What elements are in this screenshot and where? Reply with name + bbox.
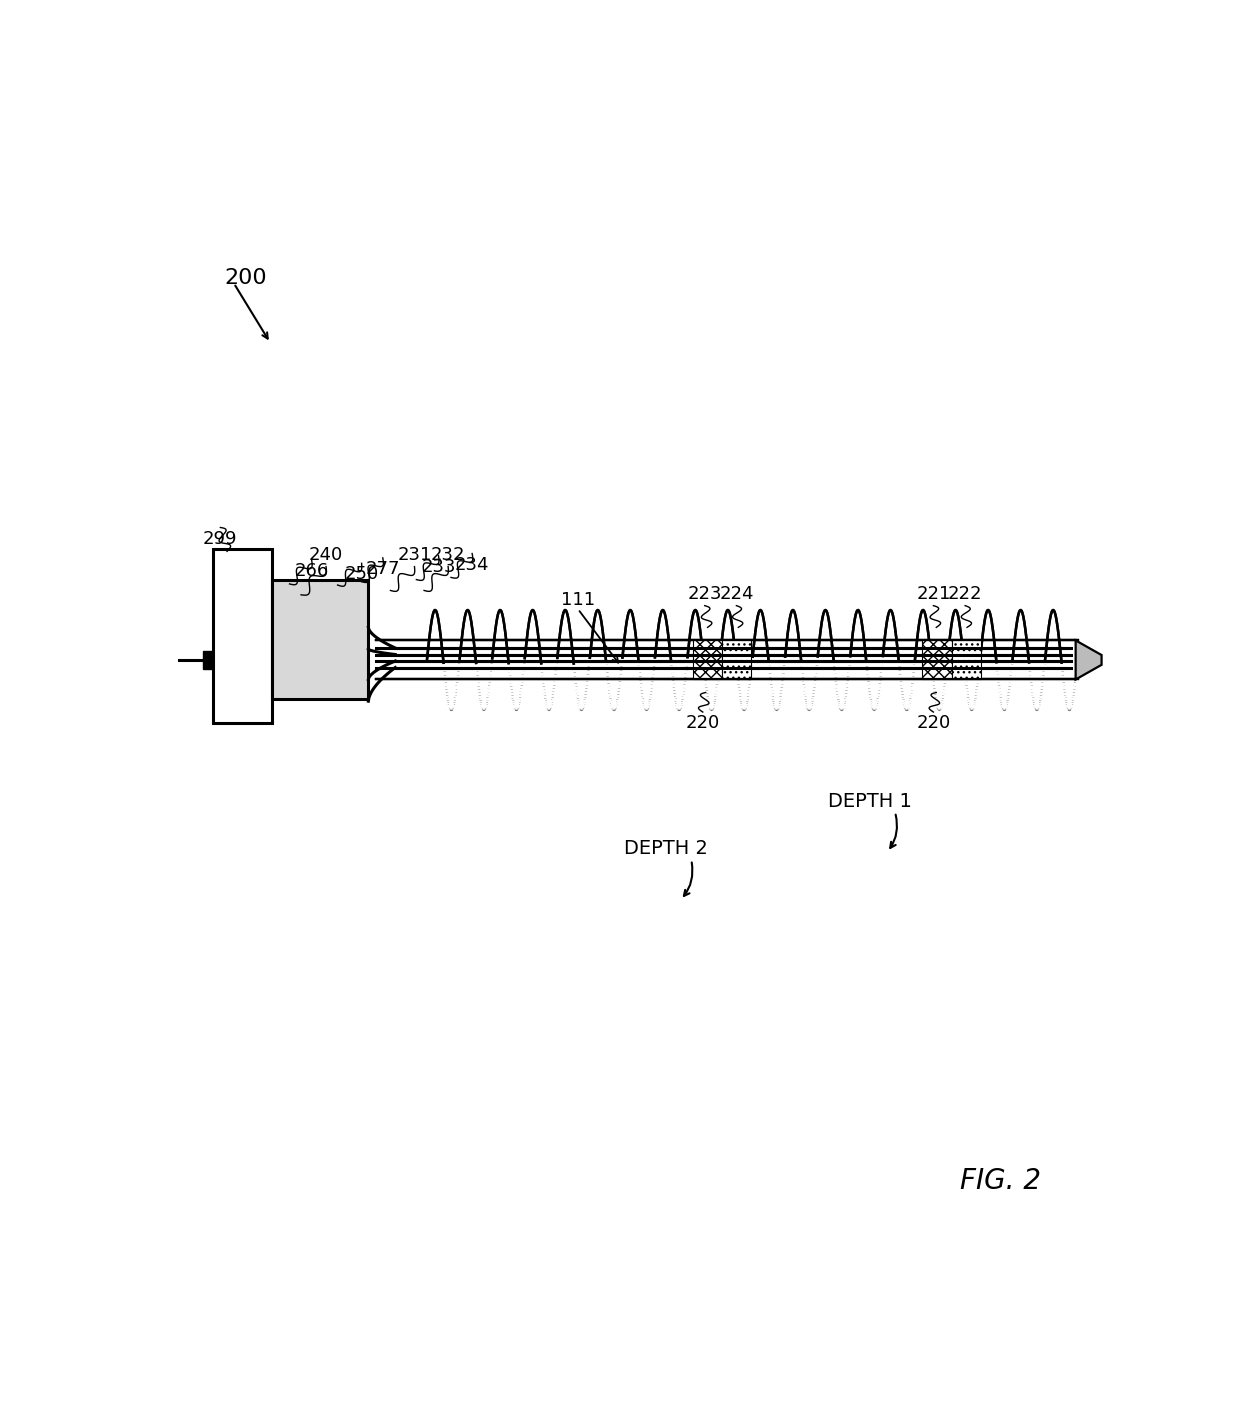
Text: 250: 250 (345, 565, 378, 584)
Bar (213, 548, 273, 723)
Polygon shape (1075, 640, 1101, 680)
Bar (273, 580, 368, 699)
Text: 266: 266 (295, 563, 329, 581)
Text: 111: 111 (560, 591, 595, 609)
Text: 224: 224 (719, 585, 754, 603)
Bar (951, 640, 982, 680)
Text: 220: 220 (686, 715, 720, 732)
Text: 220: 220 (916, 715, 951, 732)
Bar (722, 640, 751, 680)
Text: 234: 234 (455, 556, 490, 574)
Text: 277: 277 (366, 560, 401, 578)
Text: DEPTH 2: DEPTH 2 (624, 839, 708, 859)
Text: DEPTH 1: DEPTH 1 (828, 791, 911, 811)
Text: 223: 223 (687, 585, 722, 603)
Text: 221: 221 (916, 585, 951, 603)
Text: 240: 240 (309, 547, 343, 564)
Text: FIG. 2: FIG. 2 (960, 1167, 1042, 1196)
Text: 232: 232 (430, 547, 465, 564)
Text: 299: 299 (203, 530, 238, 547)
Bar (921, 640, 951, 680)
Bar (203, 651, 213, 668)
Text: 222: 222 (947, 585, 982, 603)
Bar (693, 640, 722, 680)
Text: 200: 200 (224, 268, 267, 288)
Text: 233: 233 (422, 558, 456, 575)
Text: 231: 231 (397, 547, 432, 564)
